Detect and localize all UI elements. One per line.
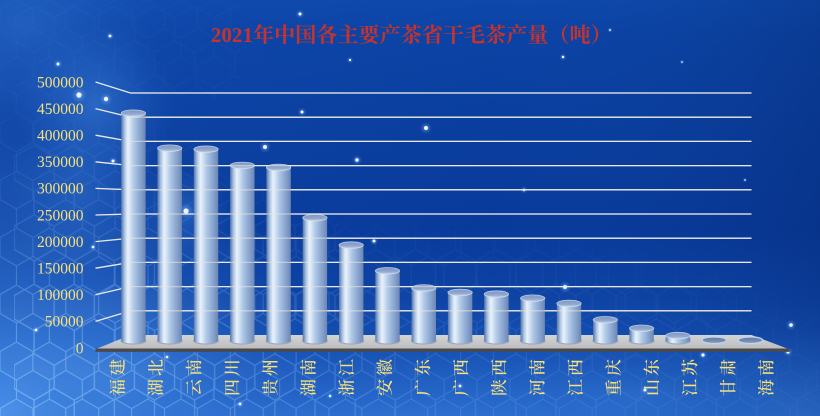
svg-text:400000: 400000 bbox=[37, 128, 84, 145]
svg-text:450000: 450000 bbox=[37, 101, 84, 118]
svg-text:0: 0 bbox=[76, 340, 84, 357]
svg-text:500000: 500000 bbox=[37, 74, 84, 91]
svg-text:200000: 200000 bbox=[37, 234, 84, 251]
svg-text:2021: 2021 bbox=[211, 23, 253, 47]
svg-text:50000: 50000 bbox=[45, 314, 84, 331]
svg-text:350000: 350000 bbox=[37, 154, 84, 171]
svg-text:100000: 100000 bbox=[37, 287, 84, 304]
svg-text:250000: 250000 bbox=[37, 207, 84, 224]
svg-text:150000: 150000 bbox=[37, 261, 84, 278]
svg-text:300000: 300000 bbox=[37, 181, 84, 198]
